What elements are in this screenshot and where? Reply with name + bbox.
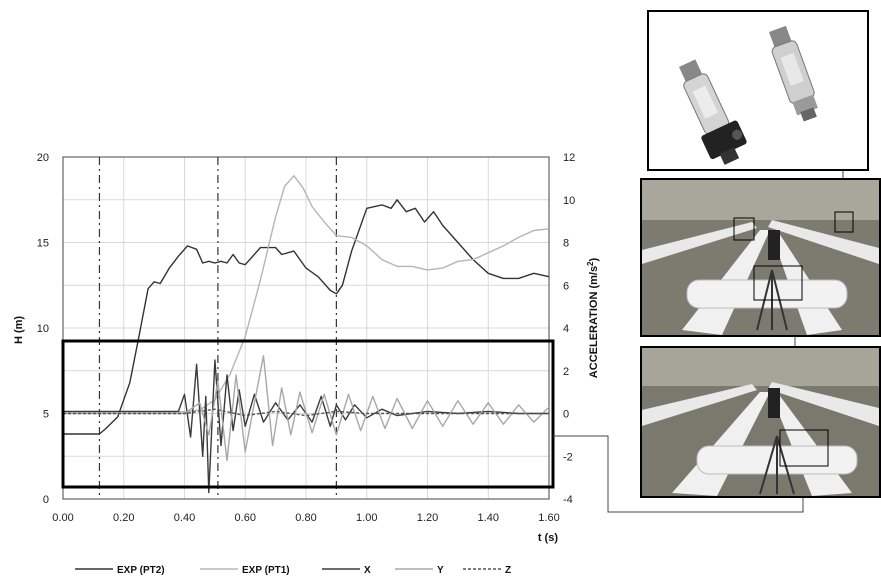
left-y-tick-label-4: 20 (37, 152, 49, 164)
legend: EXP (PT2) EXP (PT1) X Y Z (75, 565, 511, 576)
x-axis-title: t (s) (538, 532, 559, 544)
right-y-axis-title-main: ACCELERATION (m/s (588, 266, 600, 378)
x-tick-label-7: 1.40 (478, 512, 499, 524)
right-y-tick-label-2: 0 (563, 409, 569, 421)
left-y-tick-label-0: 0 (43, 494, 49, 506)
left-y-tick-labels: 0 5 10 15 20 (37, 152, 49, 506)
x-tick-label-6: 1.20 (417, 512, 438, 524)
left-y-tick-label-1: 5 (43, 409, 49, 421)
right-y-axis-title-sup: 2 (586, 261, 595, 266)
legend-label-0: EXP (PT2) (117, 565, 165, 576)
x-tick-label-8: 1.60 (538, 512, 559, 524)
right-y-tick-label-6: 8 (563, 238, 569, 250)
legend-label-2: X (364, 565, 371, 576)
left-y-axis-title: H (m) (13, 316, 25, 344)
plot-frame (62, 156, 550, 500)
right-y-tick-label-3: 2 (563, 366, 569, 378)
left-y-tick-label-3: 15 (37, 238, 49, 250)
chart-grid (62, 156, 550, 500)
right-y-axis-title-tail: ) (588, 257, 600, 261)
x-tick-labels: 0.00 0.20 0.40 0.60 0.80 1.00 1.20 1.40 1.60 (52, 512, 559, 524)
field-setup-illustration-bottom (642, 348, 879, 496)
series-line-exp-pt2 (63, 199, 550, 435)
vertical-markers (98, 157, 337, 499)
right-y-tick-label-8: 12 (563, 152, 575, 164)
x-tick-label-3: 0.60 (235, 512, 256, 524)
x-tick-label-5: 1.00 (356, 512, 377, 524)
x-tick-label-0: 0.00 (52, 512, 73, 524)
field-setup-illustration-top (642, 180, 879, 335)
series-line-exp-pt1 (63, 175, 550, 413)
legend-label-3: Y (437, 565, 444, 576)
right-y-tick-label-1: -2 (563, 451, 573, 463)
right-y-tick-labels: -4 -2 0 2 4 6 8 10 12 (563, 152, 575, 506)
right-y-axis-title: ACCELERATION (m/s2) (586, 257, 601, 378)
right-y-tick-label-7: 10 (563, 195, 575, 207)
right-y-tick-label-5: 6 (563, 280, 569, 292)
x-tick-label-4: 0.80 (295, 512, 316, 524)
pressure-transducer-illustration (649, 12, 867, 169)
field-setup-photo-top (640, 178, 881, 337)
legend-label-1: EXP (PT1) (242, 565, 290, 576)
acceleration-highlight-box (61, 339, 555, 489)
field-setup-photo-bottom (640, 346, 881, 498)
series-layer (63, 175, 550, 494)
pressure-transducer-photo (647, 10, 869, 171)
right-y-tick-label-4: 4 (563, 323, 569, 335)
right-y-tick-label-0: -4 (563, 494, 573, 506)
x-tick-label-2: 0.40 (174, 512, 195, 524)
series-line-z (63, 408, 549, 417)
left-y-tick-label-2: 10 (37, 323, 49, 335)
series-line-y (63, 355, 550, 462)
x-tick-label-1: 0.20 (113, 512, 134, 524)
legend-label-4: Z (505, 565, 511, 576)
